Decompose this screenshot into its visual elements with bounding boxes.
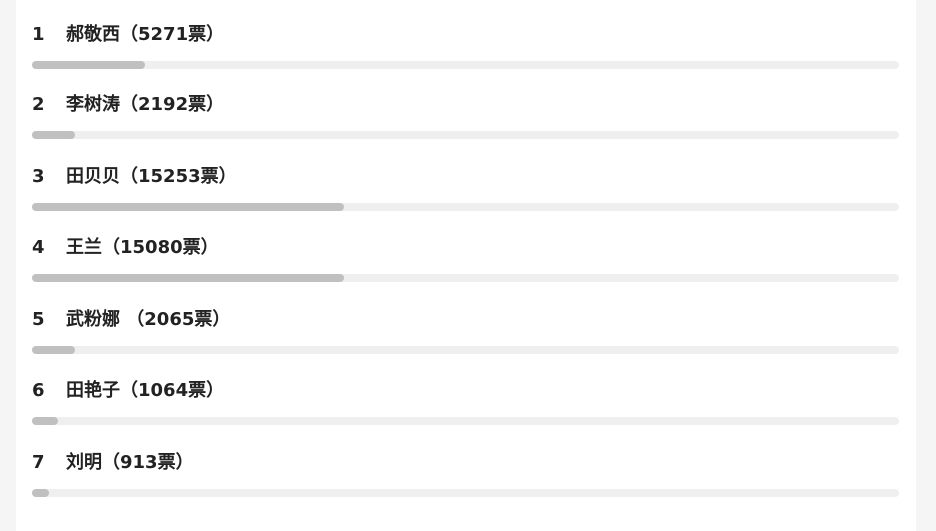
vote-progress-fill bbox=[32, 203, 345, 211]
candidate-name-votes: 田贝贝（15253票） bbox=[66, 166, 237, 187]
vote-progress-track bbox=[32, 61, 899, 69]
vote-progress-track bbox=[32, 131, 899, 139]
candidate-name-votes: 王兰（15080票） bbox=[66, 237, 219, 258]
vote-progress-track bbox=[32, 203, 899, 211]
candidate-name-votes: 刘明（913票） bbox=[66, 452, 194, 473]
vote-ranking-card: 1 郝敬西（5271票） 2 李树涛（2192票） 3 田贝贝（15253票） 4 王兰（15… bbox=[16, 0, 916, 531]
candidate-name-votes: 武粉娜 （2065票） bbox=[66, 309, 231, 330]
ranking-row: 1 郝敬西（5271票） bbox=[32, 22, 900, 69]
ranking-row: 4 王兰（15080票） bbox=[32, 235, 900, 282]
ranking-row: 6 田艳子（1064票） bbox=[32, 378, 900, 425]
vote-progress-track bbox=[32, 417, 899, 425]
ranking-row: 3 田贝贝（15253票） bbox=[32, 164, 900, 211]
candidate-name-votes: 田艳子（1064票） bbox=[66, 380, 225, 401]
vote-progress-fill bbox=[32, 417, 58, 425]
ranking-row: 7 刘明（913票） bbox=[32, 450, 900, 497]
rank-number: 5 bbox=[32, 309, 45, 330]
rank-number: 3 bbox=[32, 166, 45, 187]
vote-progress-fill bbox=[32, 61, 145, 69]
vote-progress-track bbox=[32, 489, 899, 497]
candidate-label: 4 王兰（15080票） bbox=[32, 235, 900, 261]
vote-progress-track bbox=[32, 346, 899, 354]
vote-progress-fill bbox=[32, 489, 50, 497]
ranking-row: 2 李树涛（2192票） bbox=[32, 92, 900, 139]
rank-number: 6 bbox=[32, 380, 45, 401]
rank-number: 7 bbox=[32, 452, 45, 473]
ranking-row: 5 武粉娜 （2065票） bbox=[32, 307, 900, 354]
candidate-label: 1 郝敬西（5271票） bbox=[32, 22, 900, 48]
vote-progress-fill bbox=[32, 131, 76, 139]
candidate-name-votes: 李树涛（2192票） bbox=[66, 94, 225, 115]
vote-progress-track bbox=[32, 274, 899, 282]
candidate-label: 3 田贝贝（15253票） bbox=[32, 164, 900, 190]
candidate-label: 6 田艳子（1064票） bbox=[32, 378, 900, 404]
vote-progress-fill bbox=[32, 274, 345, 282]
rank-number: 1 bbox=[32, 24, 45, 45]
rank-number: 2 bbox=[32, 94, 45, 115]
candidate-name-votes: 郝敬西（5271票） bbox=[66, 24, 225, 45]
vote-progress-fill bbox=[32, 346, 76, 354]
candidate-label: 5 武粉娜 （2065票） bbox=[32, 307, 900, 333]
candidate-label: 2 李树涛（2192票） bbox=[32, 92, 900, 118]
candidate-label: 7 刘明（913票） bbox=[32, 450, 900, 476]
rank-number: 4 bbox=[32, 237, 45, 258]
